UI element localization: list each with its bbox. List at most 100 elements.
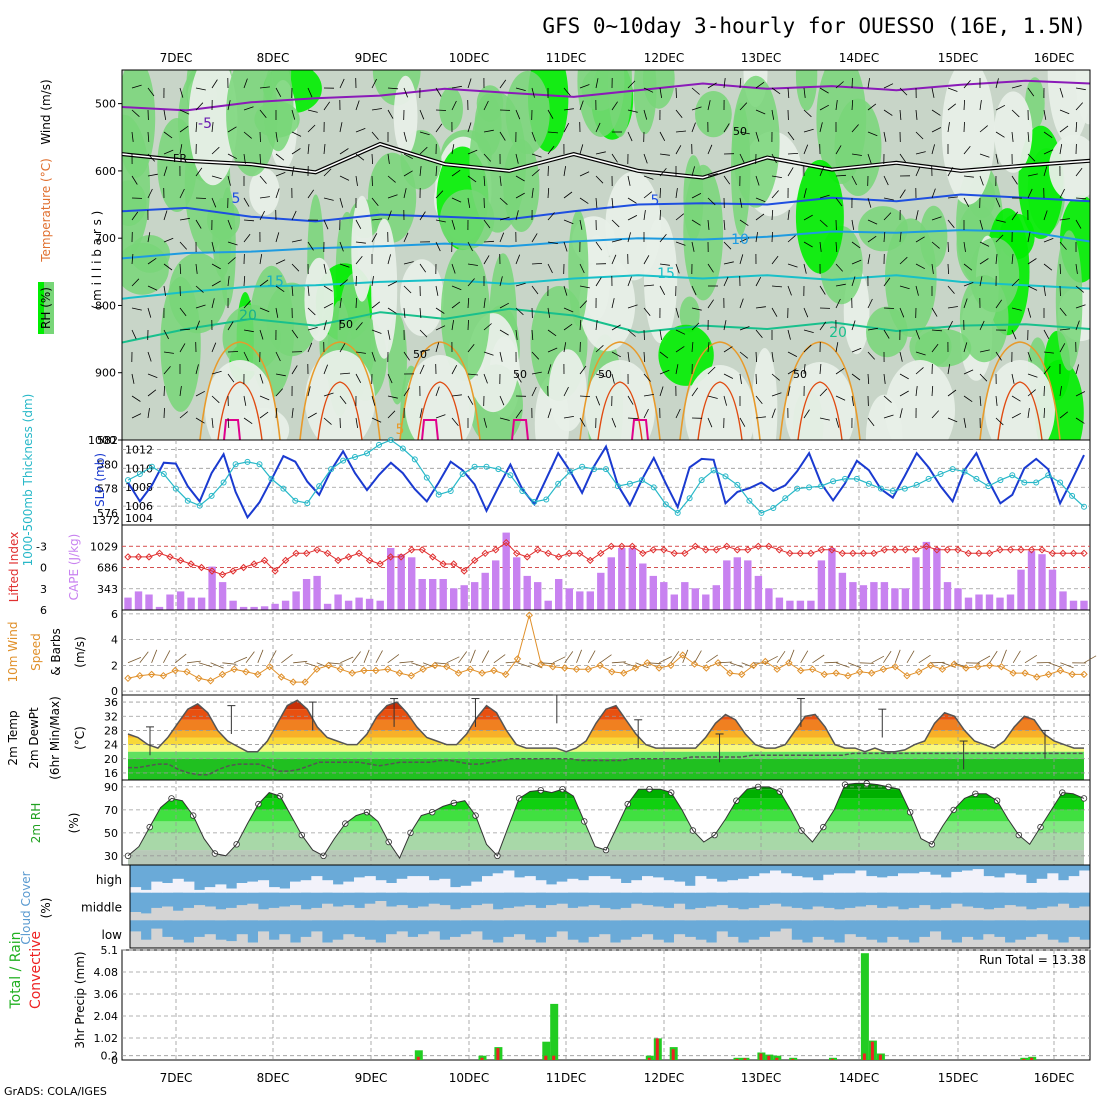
wind-barb	[339, 241, 344, 252]
cloud-cell	[183, 907, 195, 921]
wind-barb	[1043, 210, 1048, 221]
cloud-cell	[524, 939, 536, 948]
li-tick-label: 6	[40, 604, 47, 617]
wind-barb	[291, 408, 294, 419]
wind-barb	[1075, 364, 1079, 375]
cloud-cell	[631, 936, 643, 948]
wind-barb	[552, 656, 566, 664]
wind-barb	[451, 285, 462, 291]
wind-barb	[623, 662, 638, 668]
thickness-tick-label: 576	[97, 507, 118, 520]
wind-barb	[371, 197, 379, 207]
wind-barb	[227, 100, 231, 111]
cloud-cell	[439, 878, 451, 893]
wind-barb	[245, 651, 255, 664]
wind-barb	[275, 172, 286, 177]
wind-barb	[707, 395, 718, 399]
wind-barb	[403, 285, 412, 294]
wind-barb	[1059, 109, 1070, 115]
rh-region	[439, 189, 495, 250]
wind-barb	[931, 410, 939, 419]
cloud-cell	[236, 905, 248, 921]
wind-barb	[979, 276, 983, 287]
li-point	[828, 546, 836, 554]
cloud-cell	[802, 942, 814, 948]
wind-barb	[755, 109, 766, 115]
cape-bar	[471, 582, 479, 610]
cloud-cell	[738, 942, 750, 948]
wind-barb	[387, 281, 398, 287]
wind-barb	[211, 122, 214, 133]
cloud-cell	[972, 939, 984, 948]
cloud-cell	[940, 939, 952, 948]
wind-barb	[451, 365, 458, 375]
cloud-cell	[226, 888, 238, 893]
rh-band	[128, 789, 1084, 799]
wind-barb	[387, 87, 399, 90]
wind-barb	[1043, 238, 1054, 243]
wind-barb	[691, 87, 700, 95]
wind-barb	[803, 307, 809, 318]
wind-barb	[355, 322, 363, 331]
wind-barb	[211, 175, 222, 180]
wind-barb	[739, 351, 749, 359]
li-point	[575, 549, 584, 558]
cape-bar	[271, 603, 279, 610]
wind-barb	[627, 417, 639, 420]
wind-barb	[531, 188, 534, 199]
wind-speed-point	[242, 668, 250, 676]
li-point	[765, 542, 773, 551]
wind-barb	[451, 320, 454, 331]
wind-barb	[531, 131, 536, 142]
wind-barb	[643, 307, 651, 317]
wind-barb	[387, 654, 400, 664]
wind-barb	[387, 210, 392, 221]
wind-barb	[355, 219, 362, 229]
wind-barb	[275, 351, 281, 362]
thickness-point	[160, 471, 167, 477]
cloud-cell	[354, 877, 366, 893]
wind-barb	[595, 197, 598, 209]
wind-barb	[323, 263, 327, 274]
cloud-cell	[844, 934, 856, 948]
temp-contour-orange	[299, 341, 381, 440]
wind-speed-point	[277, 673, 286, 681]
wind-barb	[515, 409, 523, 419]
cloud-cell	[684, 885, 696, 893]
precip-tick-label: 0	[111, 1054, 118, 1067]
cape-bar	[859, 585, 868, 610]
temp-contour-red	[697, 381, 743, 440]
wind-barb	[499, 276, 503, 287]
wind-barb	[403, 170, 413, 177]
date-label-top: 11DEC	[546, 51, 586, 65]
slp-tick-label: 1006	[125, 500, 153, 513]
cloud-cell	[674, 903, 686, 921]
wind-barb	[387, 410, 396, 419]
wind-barb	[227, 276, 230, 287]
cloud-cell	[588, 936, 600, 948]
wind-barb	[659, 369, 670, 375]
wind-barb	[691, 322, 700, 331]
rh-contour-label: 50	[598, 368, 612, 381]
cape-bar	[649, 575, 657, 610]
wind-speed-point	[171, 666, 179, 675]
wind-barb	[547, 131, 559, 134]
cloud-cell	[1026, 883, 1038, 893]
cloud-cell	[1068, 876, 1080, 893]
wind-barb	[355, 297, 357, 309]
cloud-cell	[375, 880, 387, 893]
wind-barb	[419, 146, 428, 155]
contour-label: FR	[173, 152, 187, 165]
wind-barb	[259, 279, 269, 287]
cloud-cell	[162, 936, 174, 948]
wind-barb	[467, 175, 477, 183]
wind-barb	[131, 329, 137, 340]
wind-speed-point	[808, 665, 817, 673]
rh-dry-region	[205, 360, 275, 440]
wind-barb	[824, 661, 839, 664]
li-point	[1059, 549, 1067, 558]
rh-region	[633, 70, 657, 135]
temperature-contour	[122, 193, 1090, 223]
thickness-point	[865, 480, 872, 487]
wind-barb	[1011, 307, 1022, 311]
